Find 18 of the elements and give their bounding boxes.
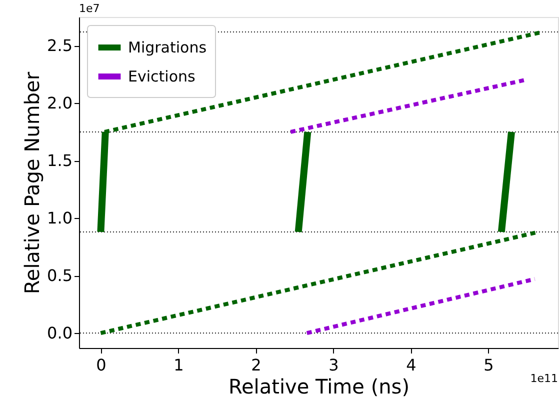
y-tick-label: 0.5 <box>47 266 72 286</box>
legend-label: Evictions <box>128 68 196 86</box>
x-axis-title: Relative Time (ns) <box>228 374 410 398</box>
y-tick-label: 0.0 <box>47 324 72 343</box>
x-tick-label: 3 <box>328 356 339 374</box>
text: 1e11 <box>530 372 558 385</box>
x-tick-label: 5 <box>484 356 494 374</box>
x-tick-label: 2 <box>251 356 262 374</box>
y-tick-label: 1.5 <box>47 151 72 170</box>
y-axis-title: Relative Page Number <box>20 71 44 294</box>
text: 1e7 <box>79 2 100 15</box>
legend-label: Migrations <box>128 38 207 56</box>
y-tick-label: 1.0 <box>47 208 72 228</box>
y-tick-label: 2.5 <box>47 36 72 56</box>
x-tick-label: 4 <box>406 356 416 374</box>
x-tick-label: 0 <box>96 356 106 374</box>
y-tick-label: 2.0 <box>47 94 72 113</box>
x-tick-label: 1 <box>174 356 184 374</box>
